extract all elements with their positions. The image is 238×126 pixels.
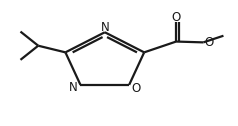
Text: N: N bbox=[100, 21, 109, 34]
Text: O: O bbox=[205, 36, 214, 49]
Text: N: N bbox=[69, 81, 77, 94]
Text: O: O bbox=[172, 11, 181, 24]
Text: O: O bbox=[131, 82, 140, 95]
